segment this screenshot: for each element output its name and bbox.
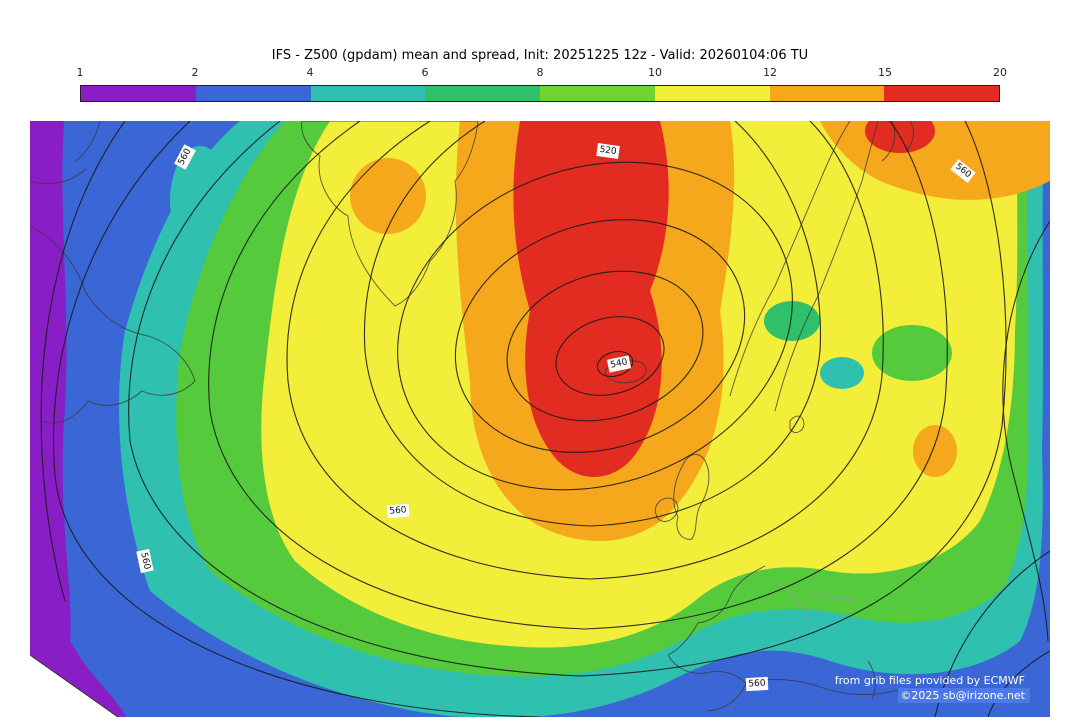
colorbar-tick: 6 xyxy=(421,66,429,79)
contour-6 xyxy=(363,120,822,527)
credit-text: from grib files provided by ECMWF xyxy=(835,674,1025,687)
coast-greenland xyxy=(301,120,479,307)
colorbar-segment-6-8 xyxy=(425,86,540,101)
fill-teal-patch-scandi xyxy=(764,301,820,341)
copyright-text: ©2025 sb@irizone.net xyxy=(900,689,1025,702)
colorbar-segment-10-12 xyxy=(654,86,770,101)
colorbar-ticks: 1 2 4 6 8 10 12 15 20 xyxy=(76,66,1008,80)
fill-orange-patch-west xyxy=(350,158,426,234)
contour-label-box xyxy=(174,144,196,170)
colorbar-tick: 10 xyxy=(648,66,662,79)
coast-italy xyxy=(867,660,876,700)
coast-sweden xyxy=(774,120,879,412)
contour-label: 560 xyxy=(138,552,151,571)
coast-labrador xyxy=(75,120,101,162)
contour-label: 560 xyxy=(748,679,766,690)
contour-label: 540 xyxy=(610,357,629,370)
contour-inner xyxy=(596,350,634,378)
colorbar xyxy=(80,85,1000,102)
colorbar-tick: 8 xyxy=(536,66,544,79)
contour-lines xyxy=(40,120,1051,718)
contour-9 xyxy=(128,120,1007,677)
border-europe-2 xyxy=(809,590,859,600)
contour-outer-left xyxy=(40,120,126,602)
contour-2 xyxy=(555,316,665,396)
coast-arctic-islands-2 xyxy=(905,120,914,152)
spread-fill-layer xyxy=(30,109,1050,719)
colorbar-tick: 2 xyxy=(191,66,199,79)
colorbar-tick: 20 xyxy=(993,66,1007,79)
map-area: 560 520 560 540 560 560 560 from grib files pr… xyxy=(29,109,1051,719)
contour-label-box xyxy=(950,159,976,183)
contour-7 xyxy=(286,120,884,580)
fill-green-patch-east xyxy=(872,325,952,381)
fill-purple-left xyxy=(30,121,126,717)
colorbar-segment-8-10 xyxy=(540,86,655,101)
coast-ireland xyxy=(654,497,679,522)
fill-red-core xyxy=(513,121,669,478)
colorbar-segment-1-2 xyxy=(81,86,196,101)
contour-3 xyxy=(506,270,704,422)
colorbar-segment-15-20 xyxy=(884,86,999,101)
fill-teal-patch-baltic xyxy=(820,357,864,389)
contour-label-box xyxy=(745,676,769,692)
contour-5 xyxy=(397,161,793,491)
colorbar-segment-4-6 xyxy=(310,86,426,101)
contour-8 xyxy=(208,120,948,630)
coast-hudson xyxy=(29,168,87,185)
fill-orange-patch-east xyxy=(913,425,957,477)
contour-label: 560 xyxy=(389,505,407,516)
border-europe-1 xyxy=(774,580,809,622)
contour-label-box xyxy=(136,548,154,574)
map-boundary-wedge xyxy=(29,654,119,718)
credits: from grib files provided by ECMWF ©2025 … xyxy=(835,674,1030,703)
copyright-bg xyxy=(898,688,1030,703)
colorbar-tick: 12 xyxy=(763,66,777,79)
contour-10 xyxy=(52,120,541,718)
fill-teal-patch-nw xyxy=(170,146,230,256)
contour-label-box xyxy=(606,355,632,373)
coast-arctic-islands-1 xyxy=(881,120,896,162)
colorbar-tick: 4 xyxy=(306,66,314,79)
colorbar-tick: 15 xyxy=(878,66,892,79)
colorbar-segment-2-4 xyxy=(195,86,311,101)
contour-label-box xyxy=(596,143,620,159)
colorbar-segment-12-15 xyxy=(769,86,885,101)
contour-outer-right-1 xyxy=(1002,220,1051,642)
contour-label-box xyxy=(386,503,410,519)
colorbar-tick: 1 xyxy=(76,66,84,79)
contour-outer-right-3 xyxy=(987,650,1051,718)
coast-north-america xyxy=(29,225,196,424)
chart-title: IFS - Z500 (gpdam) mean and spread, Init… xyxy=(271,48,809,63)
contour-label: 520 xyxy=(599,145,618,157)
contour-4 xyxy=(454,219,746,453)
coast-denmark xyxy=(789,415,805,433)
